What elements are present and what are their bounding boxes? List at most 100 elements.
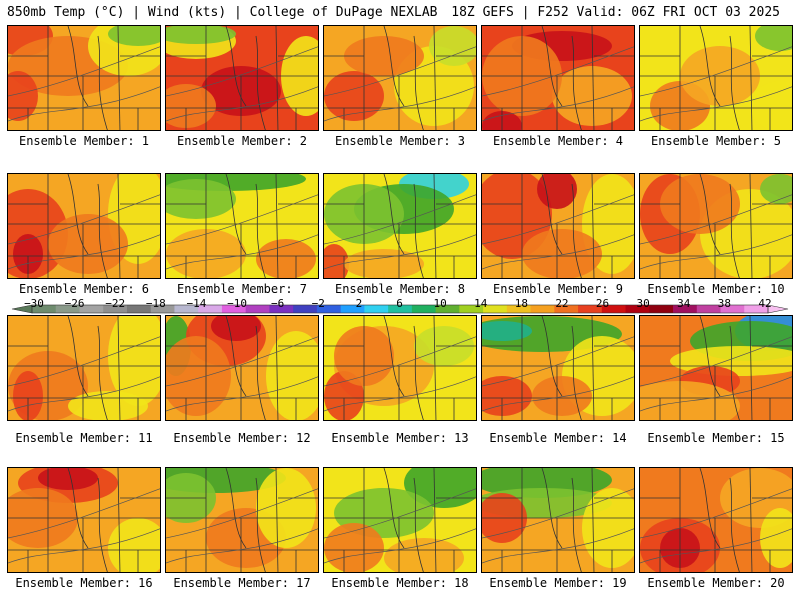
- contour-line: [640, 528, 792, 564]
- state-boundary: [699, 316, 721, 397]
- colorbar-tick-label: −26: [64, 297, 85, 310]
- ensemble-member-map: [7, 173, 161, 279]
- state-boundary: [275, 316, 279, 420]
- temperature-region: [760, 174, 792, 204]
- contour-line: [166, 194, 318, 245]
- colorbar-swatch: [483, 305, 508, 313]
- colorbar-swatch: [530, 305, 555, 313]
- temperature-region: [166, 336, 231, 416]
- state-boundary: [97, 35, 108, 130]
- contour-line: [8, 194, 160, 245]
- member-caption: Ensemble Member: 10: [647, 282, 785, 296]
- colorbar-swatch: [79, 305, 104, 313]
- state-boundary: [571, 477, 582, 572]
- ensemble-member-map: [165, 173, 319, 279]
- member-caption: Ensemble Member: 11: [15, 431, 153, 445]
- contour-line: [324, 46, 476, 97]
- state-boundary: [749, 468, 753, 572]
- colorbar-swatch: [720, 305, 745, 313]
- member-caption: Ensemble Member: 16: [15, 576, 153, 590]
- state-boundary: [117, 468, 121, 572]
- state-boundary: [571, 325, 582, 420]
- ensemble-member-map: [7, 25, 161, 131]
- state-boundary: [729, 35, 740, 130]
- state-boundary: [225, 174, 247, 255]
- state-boundary: [729, 325, 740, 420]
- temperature-region: [166, 179, 236, 219]
- state-boundary: [749, 26, 753, 130]
- state-boundary: [699, 174, 721, 255]
- temperature-region: [324, 523, 384, 572]
- colorbar-swatch: [388, 305, 413, 313]
- contour-line: [640, 234, 792, 270]
- colorbar-tick-label: −2: [311, 297, 325, 310]
- contour-line: [324, 234, 476, 270]
- temperature-region: [256, 468, 316, 548]
- colorbar-swatch: [625, 305, 650, 313]
- contour-line: [324, 528, 476, 564]
- ensemble-member-map: [165, 25, 319, 131]
- colorbar-swatch: [601, 305, 627, 313]
- colorbar-tick-label: −10: [227, 297, 247, 310]
- contour-line: [324, 488, 476, 539]
- contour-line: [8, 528, 160, 564]
- ensemble-member-map: [639, 315, 793, 421]
- temperature-region: [482, 376, 532, 416]
- state-boundary: [591, 174, 595, 278]
- ensemble-member-map: [481, 467, 635, 573]
- state-boundary: [97, 183, 108, 278]
- contour-line: [482, 194, 634, 245]
- state-boundary: [275, 26, 279, 130]
- state-boundary: [255, 183, 266, 278]
- state-boundary: [225, 468, 247, 549]
- state-boundary: [97, 477, 108, 572]
- member-caption: Ensemble Member: 18: [331, 576, 469, 590]
- ensemble-member-map: [7, 315, 161, 421]
- member-caption: Ensemble Member: 4: [492, 134, 624, 148]
- temperature-region: [750, 81, 792, 130]
- temperature-region: [482, 321, 532, 341]
- state-boundary: [67, 468, 89, 549]
- contour-line: [640, 336, 792, 387]
- member-caption: Ensemble Member: 1: [18, 134, 150, 148]
- contour-line: [8, 46, 160, 97]
- temperature-region: [108, 26, 160, 46]
- colorbar-swatch: [174, 305, 199, 313]
- ensemble-member-map: [323, 315, 477, 421]
- state-boundary: [67, 316, 89, 397]
- colorbar-swatch: [649, 305, 674, 313]
- colorbar-swatch: [32, 305, 57, 313]
- model-run-label: 18Z GEFS | F252 Valid: 06Z FRI OCT 03 20…: [451, 5, 780, 20]
- ensemble-member-map: [639, 25, 793, 131]
- colorbar-swatch: [245, 305, 270, 313]
- temperature-region: [537, 174, 577, 209]
- colorbar-tick-label: 30: [636, 297, 650, 310]
- colorbar-swatch: [411, 305, 437, 313]
- member-caption: Ensemble Member: 13: [331, 431, 469, 445]
- contour-line: [482, 528, 634, 564]
- contour-line: [166, 488, 318, 539]
- temperature-region: [256, 239, 316, 278]
- temperature-region: [324, 71, 384, 121]
- temperature-region: [166, 26, 236, 44]
- ensemble-member-map: [481, 25, 635, 131]
- colorbar-tick-label: 14: [474, 297, 488, 310]
- colorbar-swatch: [364, 305, 389, 313]
- temperature-region: [13, 234, 43, 274]
- member-caption: Ensemble Member: 5: [650, 134, 782, 148]
- ensemble-member-map: [323, 25, 477, 131]
- state-boundary: [699, 26, 721, 107]
- state-boundary: [541, 316, 563, 397]
- member-caption: Ensemble Member: 8: [334, 282, 466, 296]
- state-boundary: [433, 316, 437, 420]
- colorbar-tick-label: 34: [677, 297, 691, 310]
- temperature-region: [324, 244, 349, 278]
- ensemble-member-map: [7, 467, 161, 573]
- state-boundary: [275, 468, 279, 572]
- colorbar-swatch: [103, 305, 128, 313]
- colorbar-outline: [31, 304, 769, 314]
- member-caption: Ensemble Member: 9: [492, 282, 624, 296]
- state-boundary: [383, 468, 405, 549]
- state-boundary: [117, 174, 121, 278]
- colorbar-swatch: [744, 305, 769, 313]
